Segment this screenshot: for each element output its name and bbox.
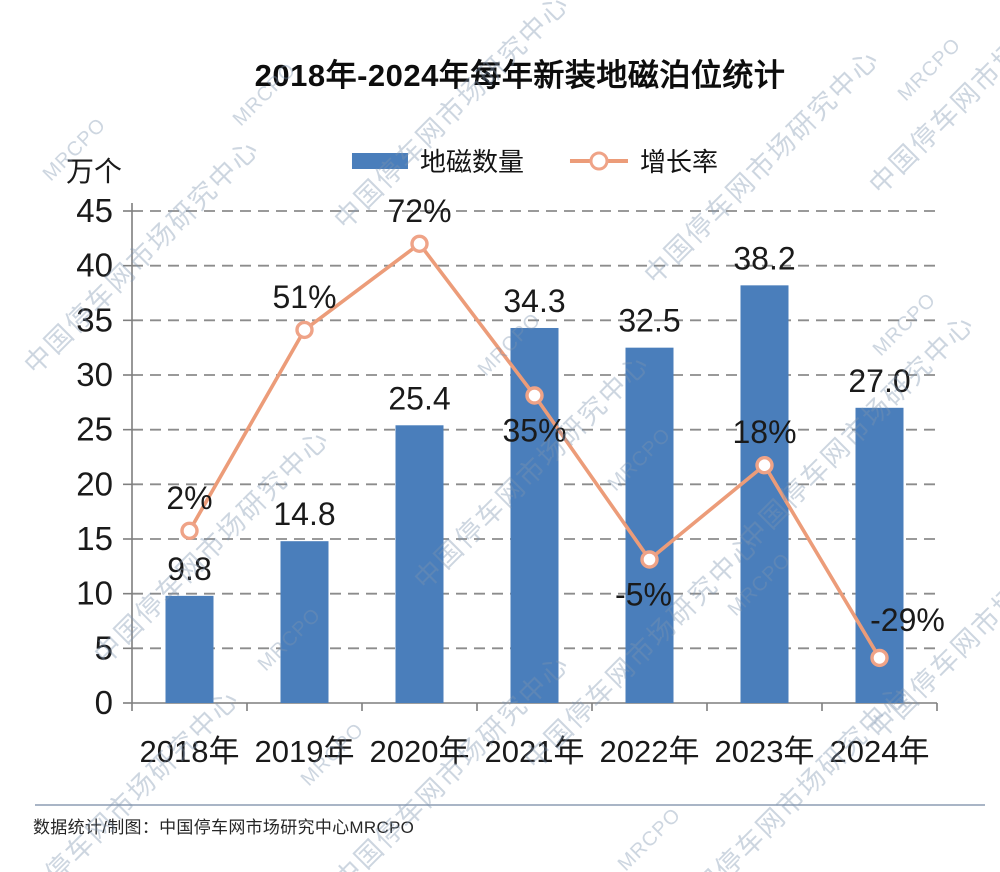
growth-marker-2019年 [295, 320, 314, 340]
growth-marker-2023年 [755, 456, 774, 475]
growth-point-label: 72% [387, 193, 451, 229]
bar-2019年 [280, 541, 329, 703]
y-tick-label: 25 [76, 411, 113, 448]
legend-marker-circle-icon [589, 151, 609, 170]
bar-value-label: 14.8 [273, 496, 335, 532]
x-tick-label: 2023年 [715, 734, 815, 769]
growth-marker-2020年 [410, 234, 429, 254]
growth-marker-2018年 [180, 521, 199, 540]
growth-marker-2024年 [870, 648, 889, 668]
bar-value-label: 9.8 [167, 551, 211, 587]
bar-value-label: 32.5 [618, 303, 680, 339]
growth-point-label: 35% [502, 413, 566, 449]
bar-value-label: 25.4 [388, 380, 450, 416]
x-tick-label: 2024年 [830, 734, 930, 769]
y-tick-label: 10 [76, 575, 113, 612]
legend-line-label: 增长率 [640, 147, 719, 177]
growth-point-label: 51% [272, 279, 336, 315]
x-tick-label: 2019年 [255, 734, 355, 769]
legend-bar-label: 地磁数量 [419, 147, 524, 177]
legend-bar-swatch [351, 152, 408, 169]
growth-marker-2022年 [640, 550, 659, 569]
bar-2018年 [165, 595, 214, 703]
growth-point-label: -5% [615, 577, 672, 613]
y-tick-label: 40 [76, 247, 113, 284]
footer-credit: 数据统计/制图：中国停车网市场研究中心MRCPO [33, 818, 415, 837]
bar-value-label: 27.0 [848, 363, 910, 399]
y-tick-label: 20 [76, 465, 113, 502]
y-tick-label: 45 [76, 192, 113, 229]
bar-2021年 [510, 327, 559, 703]
bar-value-label: 34.3 [503, 283, 565, 319]
x-tick-label: 2020年 [370, 734, 470, 769]
y-axis-unit-label: 万个 [66, 156, 123, 187]
legend-line-marker [570, 151, 628, 170]
x-tick-label: 2022年 [600, 734, 700, 769]
x-tick-label: 2021年 [485, 734, 585, 769]
legend: 地磁数量 增长率 [351, 142, 719, 179]
growth-marker-2021年 [525, 386, 544, 405]
y-tick-label: 30 [76, 356, 113, 393]
bar-2020年 [395, 425, 444, 703]
chart-title: 2018年-2024年每年新装地磁泊位统计 [254, 58, 786, 93]
y-tick-label: 5 [95, 629, 113, 666]
growth-point-label: -29% [870, 602, 945, 638]
growth-point-label: 2% [166, 480, 212, 516]
bar-value-label: 38.2 [733, 240, 795, 276]
bar-2022年 [625, 347, 674, 703]
footer-divider [35, 804, 985, 806]
y-tick-label: 15 [76, 520, 113, 557]
x-tick-label: 2018年 [140, 734, 240, 769]
y-tick-label: 35 [76, 301, 113, 338]
y-tick-label: 0 [95, 684, 113, 721]
growth-point-label: 18% [732, 414, 796, 450]
